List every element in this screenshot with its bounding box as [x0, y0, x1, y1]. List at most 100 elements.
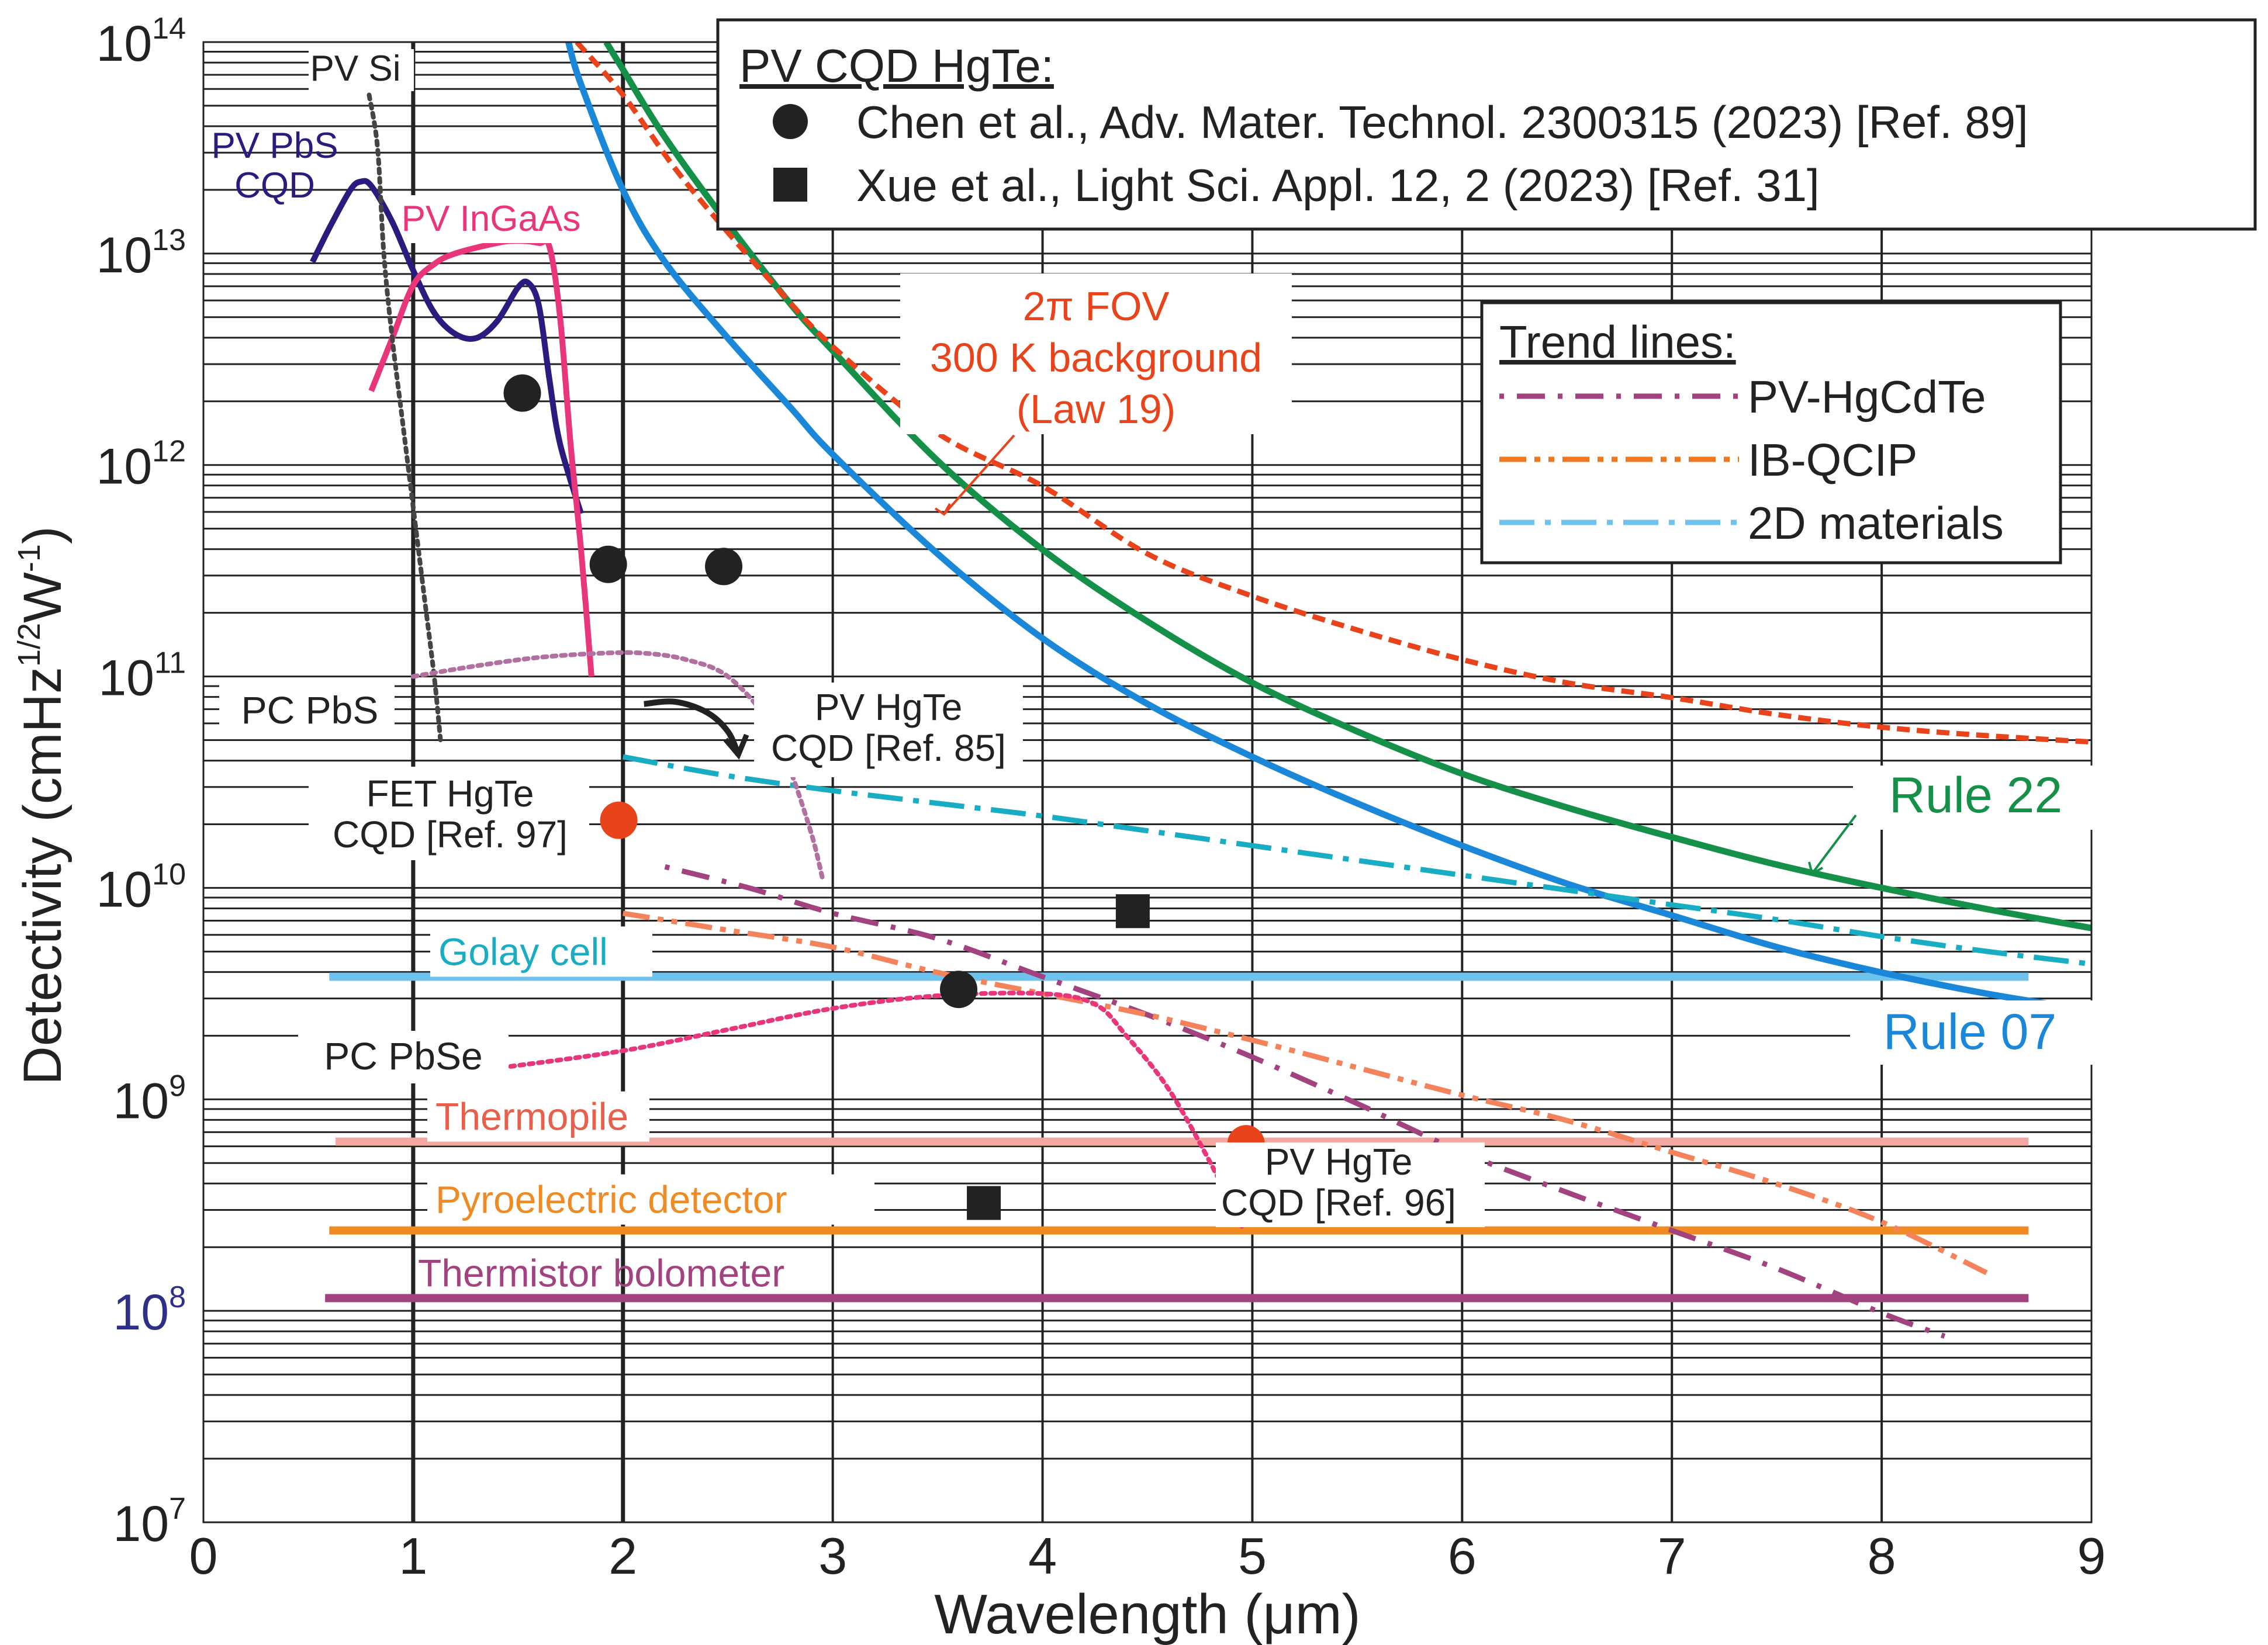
label-background [427, 1174, 874, 1225]
annotation-fov: 2π FOV [1023, 283, 1170, 329]
y-tick-label: 1012 [96, 435, 186, 495]
x-tick-label: 8 [1868, 1527, 1896, 1585]
annotation-background [1216, 1142, 1485, 1227]
y-tick-base: 10 [113, 1496, 169, 1552]
label-background [427, 1091, 649, 1142]
legend-circle-marker [773, 104, 808, 139]
series-pv-hgcdte [664, 864, 1946, 1339]
annotation-pv-hgte-96: CQD [Ref. 96] [1221, 1182, 1456, 1224]
points-legend-title: PV CQD HgTe: [739, 40, 1054, 92]
series-2-fov-300-k-background-law-19- [575, 42, 2091, 745]
annotation-pv-hgte-96: PV HgTe [1265, 1141, 1413, 1183]
points-legend-label: Xue et al., Light Sci. Appl. 12, 2 (2023… [856, 160, 1820, 211]
x-tick-label: 0 [189, 1527, 218, 1585]
annotation-pc-pbs: PC PbS [241, 688, 379, 732]
y-tick-label: 1010 [96, 857, 186, 917]
y-tick-exponent: 9 [169, 1069, 186, 1103]
y-tick-base: 10 [113, 1284, 169, 1341]
annotation-background [309, 767, 589, 860]
y-tick-label: 108 [113, 1280, 186, 1341]
y-tick-label: 1011 [98, 646, 186, 707]
point-circle [940, 971, 977, 1009]
trends-legend-label: 2D materials [1748, 497, 2004, 549]
annotation-pv-pbs-cqd: PV PbS [211, 126, 338, 166]
y-tick-label: 1014 [96, 12, 186, 72]
y-tick-base: 10 [96, 861, 152, 917]
series-ib-qcip [623, 910, 1988, 1276]
annotation-rule07: Rule 07 [1883, 1004, 2056, 1060]
annotation-fov: (Law 19) [1017, 386, 1176, 432]
annotation-pv-pbs-cqd: CQD [234, 165, 315, 206]
point-circle [600, 801, 638, 839]
points-legend-label: Chen et al., Adv. Mater. Technol. 230031… [856, 96, 2028, 148]
label-background [430, 926, 652, 977]
y-tick-exponent: 8 [169, 1280, 186, 1314]
legend-square-marker [773, 168, 807, 202]
axes: 0 1 2 3 4 5 6 7 8 910710810910101011101210131014W… [12, 12, 2105, 1645]
ref85-arrowhead [723, 733, 749, 760]
annotation-background [1853, 766, 2098, 830]
annotation-labels: Golay cell Thermopile Pyroelectric detecto… [211, 49, 2098, 1294]
trends-legend-title: Trend lines: [1499, 316, 1736, 368]
annotation-background [754, 683, 1023, 777]
annotation-background [309, 49, 414, 91]
series-pv-hgte-cqd-ref-85- [644, 698, 741, 756]
label-thermistor-bolometer: Thermistor bolometer [418, 1251, 784, 1294]
series-rule-07 [565, 42, 2091, 1014]
points-legend-box [716, 18, 2257, 231]
fov-leader-line [943, 434, 1015, 515]
y-tick-label: 109 [113, 1069, 186, 1129]
series-pv-pbs-cqd [310, 178, 584, 515]
rule22-leader-arrowhead [1808, 861, 1823, 876]
series-rule-22 [603, 42, 2091, 931]
y-tick-base: 10 [98, 650, 154, 707]
y-tick-exponent: 11 [154, 646, 186, 680]
y-axis-title: Detectivity (cmHz1/2W-1) [12, 526, 72, 1085]
annotation-pv-hgte-85: PV HgTe [815, 686, 963, 728]
y-tick-exponent: 13 [152, 223, 186, 257]
label-golay-cell: Golay cell [438, 930, 608, 973]
x-tick-label: 9 [2077, 1527, 2106, 1585]
y-tick-base: 10 [96, 227, 152, 283]
x-axis-title: Wavelength (μm) [934, 1583, 1360, 1645]
x-tick-label: 1 [399, 1527, 427, 1585]
x-tick-label: 5 [1238, 1527, 1267, 1585]
annotation-pv-hgte-85: CQD [Ref. 85] [771, 727, 1006, 769]
rule22-leader-line [1811, 814, 1857, 875]
trends-legend-label: IB-QCIP [1748, 434, 1917, 486]
y-tick-base: 10 [96, 16, 152, 72]
trends-legend-box [1480, 301, 2062, 565]
point-circle [705, 548, 743, 586]
y-tick-base: 10 [96, 439, 152, 495]
y-tick-exponent: 14 [152, 12, 186, 46]
point-circle [589, 545, 627, 583]
point-square [967, 1186, 1001, 1220]
series-pc-pbse [499, 991, 1244, 1229]
annotation-fet-hgte: FET HgTe [367, 773, 534, 815]
annotation-background [1850, 1000, 2096, 1065]
series-pv-si [367, 92, 443, 743]
annotation-background [219, 681, 395, 739]
annotation-fet-hgte: CQD [Ref. 97] [333, 813, 568, 856]
y-tick-exponent: 12 [152, 435, 186, 469]
annotation-pv-si: PV Si [310, 49, 400, 89]
annotation-rule22: Rule 22 [1889, 767, 2062, 823]
annotation-background [900, 273, 1292, 434]
x-tick-label: 7 [1658, 1527, 1686, 1585]
y-tick-label: 107 [113, 1492, 186, 1552]
y-tick-exponent: 7 [169, 1492, 186, 1526]
x-tick-label: 6 [1448, 1527, 1477, 1585]
x-tick-label: 2 [609, 1527, 637, 1585]
series-pc-pbs [410, 650, 825, 880]
annotation-pv-ingaas: PV InGaAs [402, 199, 581, 239]
annotation-background [298, 1031, 509, 1083]
y-tick-exponent: 10 [152, 857, 186, 891]
legends: PV CQD HgTe:Chen et al., Adv. Mater. Tec… [716, 18, 2257, 565]
data-series [310, 42, 2091, 1339]
trends-legend-label: PV-HgCdTe [1748, 371, 1986, 422]
annotation-background [409, 195, 585, 243]
point-circle [503, 374, 541, 412]
point-square [1115, 894, 1150, 929]
label-pyroelectric-detector: Pyroelectric detector [435, 1178, 787, 1221]
